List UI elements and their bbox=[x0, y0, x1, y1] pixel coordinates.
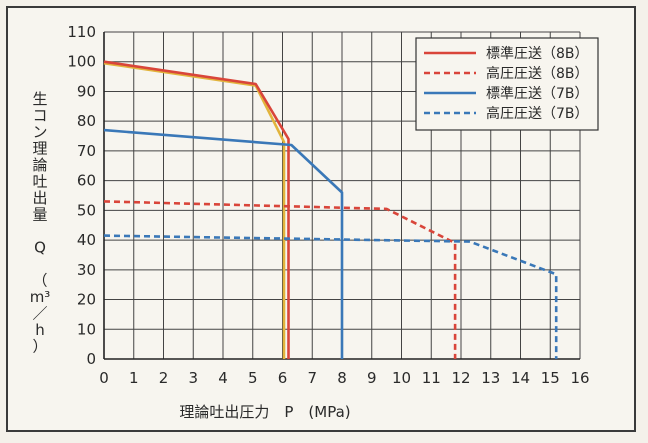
y-tick-label-1: 10 bbox=[77, 320, 96, 338]
legend: 標準圧送（8B） 高圧圧送（8B） 標準圧送（7B） 高圧圧送（7B） bbox=[415, 37, 599, 131]
y-axis-label-char-3: 理 bbox=[32, 140, 47, 158]
x-tick-label-0: 0 bbox=[99, 369, 109, 387]
y-tick-label-5: 50 bbox=[77, 201, 96, 219]
x-tick-label-5: 5 bbox=[248, 369, 258, 387]
chart: 0 1 2 3 4 5 6 7 8 9 10 11 12 13 14 15 16 010203040506070… bbox=[30, 23, 599, 421]
x-tick-label-8: 8 bbox=[337, 369, 347, 387]
series-line-0 bbox=[103, 60, 290, 359]
y-axis-label-char-2: ン bbox=[32, 123, 47, 141]
y-tick-label-7: 70 bbox=[77, 142, 96, 160]
x-tick-label-6: 6 bbox=[278, 369, 288, 387]
y-axis-label-char-12: m³ bbox=[30, 288, 51, 306]
y-tick-label-2: 20 bbox=[77, 291, 96, 309]
x-tick-label-15: 15 bbox=[541, 369, 560, 387]
y-axis-label-char-14: h bbox=[35, 321, 45, 339]
x-tick-labels: 0 1 2 3 4 5 6 7 8 9 10 11 12 13 14 15 16 bbox=[99, 369, 589, 387]
y-tick-label-11: 110 bbox=[67, 23, 96, 41]
y-axis-label-char-4: 論 bbox=[32, 156, 47, 174]
x-tick-label-16: 16 bbox=[570, 369, 589, 387]
x-axis-label: 理論吐出圧力 P (MPa) bbox=[179, 403, 350, 421]
y-tick-label-0: 0 bbox=[86, 350, 96, 368]
y-tick-label-3: 30 bbox=[77, 261, 96, 279]
series-lines bbox=[103, 60, 558, 359]
y-tick-label-4: 40 bbox=[77, 231, 96, 249]
x-tick-label-4: 4 bbox=[218, 369, 228, 387]
x-tick-label-3: 3 bbox=[188, 369, 198, 387]
y-tick-label-9: 90 bbox=[77, 82, 96, 100]
legend-box bbox=[415, 37, 599, 131]
legend-label-2: 標準圧送（7B） bbox=[486, 86, 589, 102]
x-tick-label-2: 2 bbox=[159, 369, 169, 387]
series-line-3 bbox=[103, 234, 558, 359]
y-tick-label-8: 80 bbox=[77, 112, 96, 130]
x-tick-label-13: 13 bbox=[481, 369, 500, 387]
y-tick-label-10: 100 bbox=[67, 53, 96, 71]
y-tick-labels: 0 10 20 30 40 50 60 70 80 90 100 110 bbox=[67, 23, 96, 368]
x-tick-label-9: 9 bbox=[367, 369, 377, 387]
y-axis-label-char-6: 出 bbox=[32, 189, 47, 207]
series-line-yellow bbox=[103, 61, 286, 359]
x-tick-label-1: 1 bbox=[129, 369, 139, 387]
y-axis-label-char-0: 生 bbox=[32, 90, 47, 108]
y-axis-label-char-5: 吐 bbox=[32, 173, 47, 191]
y-axis-label-char-7: 量 bbox=[32, 206, 47, 224]
y-axis-label-char-1: コ bbox=[32, 107, 47, 125]
series-line-1 bbox=[103, 200, 457, 359]
chart-frame: 0 1 2 3 4 5 6 7 8 9 10 11 12 13 14 15 16 0 10 20 30 40 50 60 70… bbox=[6, 6, 636, 432]
y-axis-label-char-9: Q bbox=[34, 239, 46, 257]
x-tick-label-12: 12 bbox=[451, 369, 470, 387]
y-axis-label-char-11: （ bbox=[32, 272, 47, 290]
y-axis-label-char-13: ／ bbox=[32, 305, 47, 323]
y-tick-label-6: 60 bbox=[77, 172, 96, 190]
legend-label-0: 標準圧送（8B） bbox=[486, 46, 589, 62]
x-tick-label-7: 7 bbox=[307, 369, 317, 387]
x-tick-label-14: 14 bbox=[511, 369, 530, 387]
legend-label-3: 高圧圧送（7B） bbox=[486, 105, 589, 122]
x-tick-label-10: 10 bbox=[392, 369, 411, 387]
y-axis-label-char-15: ） bbox=[32, 338, 47, 356]
series-line-2 bbox=[103, 128, 344, 359]
x-tick-label-11: 11 bbox=[422, 369, 441, 387]
legend-label-1: 高圧圧送（8B） bbox=[486, 65, 589, 82]
